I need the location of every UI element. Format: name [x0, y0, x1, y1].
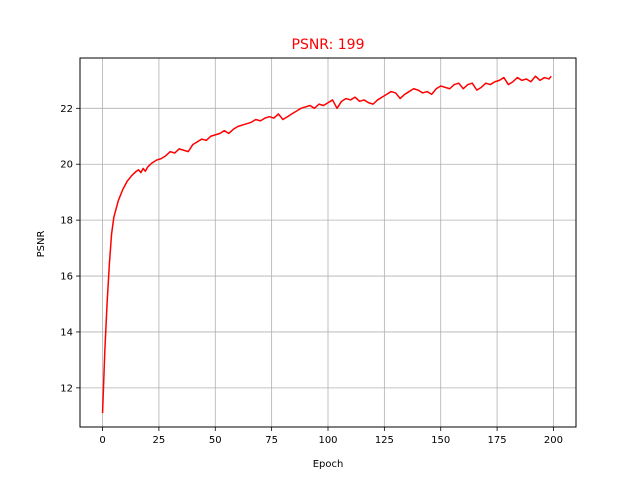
- y-axis-label: PSNR: [36, 231, 47, 258]
- x-tick-label: 200: [544, 435, 563, 446]
- grid-lines: [80, 58, 576, 427]
- x-tick-label: 125: [375, 435, 394, 446]
- y-tick-label: 12: [60, 383, 73, 394]
- y-tick-label: 16: [60, 272, 73, 283]
- y-tick-label: 22: [60, 104, 73, 115]
- axis-ticks: 0 25 50 75 100 125 150 175 200 12 14 16 18 20 22: [60, 104, 563, 446]
- x-tick-label: 75: [265, 435, 278, 446]
- x-tick-label: 100: [318, 435, 337, 446]
- y-tick-label: 14: [60, 327, 73, 338]
- x-tick-label: 50: [209, 435, 222, 446]
- series-layer: [101, 75, 552, 414]
- x-tick-label: 150: [431, 435, 450, 446]
- y-tick-label: 18: [60, 216, 73, 227]
- x-tick-label: 175: [488, 435, 507, 446]
- x-tick-label: 0: [99, 435, 105, 446]
- x-tick-label: 25: [153, 435, 166, 446]
- y-tick-label: 20: [60, 160, 73, 171]
- x-axis-label: Epoch: [313, 459, 344, 470]
- psnr-series-line: [101, 75, 552, 414]
- chart-title: PSNR: 199: [292, 37, 365, 53]
